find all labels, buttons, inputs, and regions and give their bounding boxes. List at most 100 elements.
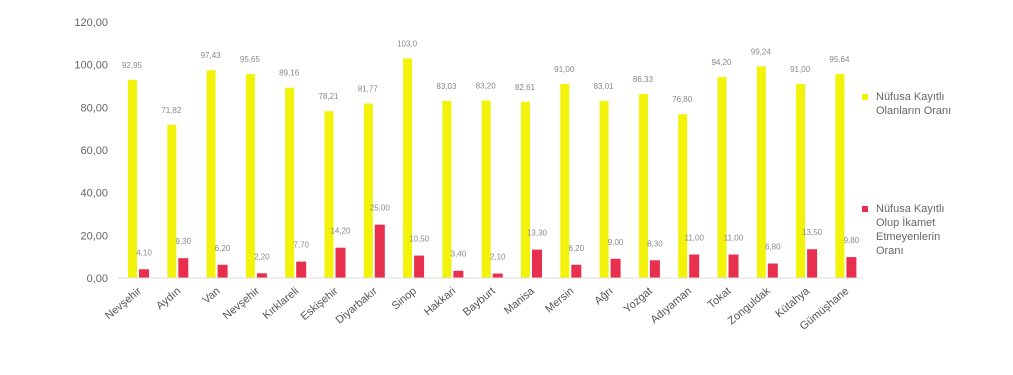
legend-swatch-2 bbox=[862, 206, 868, 212]
y-tick-label: 40,00 bbox=[80, 188, 108, 200]
legend: Nüfusa Kayıtlı Olanların Oranı Nüfusa Kayı… bbox=[862, 91, 951, 257]
data-label-series-1: 83,03 bbox=[436, 82, 457, 91]
data-label-series-2: 14,20 bbox=[330, 227, 351, 236]
bar-series-2 bbox=[414, 255, 425, 278]
y-tick-label: 80,00 bbox=[80, 102, 108, 114]
data-label-series-2: 13,30 bbox=[527, 229, 548, 238]
bar-series-1 bbox=[835, 74, 845, 278]
data-label-series-2: 2,20 bbox=[254, 252, 270, 261]
data-label-series-2: 9,80 bbox=[844, 236, 860, 245]
data-label-series-2: 9,00 bbox=[608, 238, 624, 247]
data-label-series-1: 99,24 bbox=[751, 47, 772, 56]
bar-series-2 bbox=[689, 254, 700, 278]
bar-series-2 bbox=[532, 249, 542, 278]
legend-label-2: Nüfusa Kayıtlı Olup İkamet Etmeyenlerin Ora… bbox=[876, 203, 944, 257]
bar-series-1 bbox=[403, 58, 413, 279]
data-label-series-1: 83,01 bbox=[594, 82, 615, 91]
bar-series-1 bbox=[717, 77, 727, 278]
x-category-label: Manisa bbox=[502, 285, 538, 318]
data-label-series-1: 89,16 bbox=[279, 69, 300, 78]
y-tick-label: 100,00 bbox=[74, 60, 108, 72]
bar-series-1 bbox=[363, 103, 373, 278]
bar-series-1 bbox=[638, 93, 648, 278]
bar-series-2 bbox=[335, 247, 346, 278]
bar-series-2 bbox=[807, 249, 818, 278]
x-category-label: Yozgat bbox=[622, 285, 655, 316]
legend-label-1: Nüfusa Kayıtlı Olanların Oranı bbox=[876, 91, 951, 117]
bar-series-2 bbox=[217, 264, 228, 278]
data-label-series-2: 6,20 bbox=[569, 244, 585, 253]
plot-area: 0,00 20,00 40,00 60,00 80,00 100,00 120,00 92,9… bbox=[74, 17, 862, 333]
data-label-series-2: 7,70 bbox=[293, 241, 309, 250]
data-label-series-2: 3,40 bbox=[451, 250, 467, 259]
y-tick-label: 20,00 bbox=[80, 230, 108, 242]
data-label-series-2: 25,00 bbox=[370, 204, 391, 213]
x-category-label: Aydın bbox=[154, 285, 183, 312]
data-label-series-2: 9,30 bbox=[176, 237, 192, 246]
data-label-series-1: 94,20 bbox=[711, 58, 732, 67]
data-label-series-1: 91,00 bbox=[554, 65, 575, 74]
bar-series-1 bbox=[206, 70, 216, 278]
bar-series-2 bbox=[767, 263, 778, 278]
bar-series-1 bbox=[796, 83, 806, 278]
bar-series-2 bbox=[139, 269, 149, 278]
data-label-series-2: 2,10 bbox=[490, 253, 506, 262]
x-category-label: Adıyaman bbox=[648, 285, 694, 326]
x-category-label: Nevşehir bbox=[221, 285, 262, 322]
y-tick-label: 60,00 bbox=[80, 145, 108, 157]
data-label-series-1: 91,00 bbox=[790, 65, 811, 74]
data-label-series-1: 81,77 bbox=[358, 84, 379, 93]
data-label-series-1: 71,82 bbox=[161, 106, 182, 115]
legend-swatch-1 bbox=[862, 94, 868, 100]
bar-series-1 bbox=[128, 79, 137, 279]
data-label-series-2: 4,10 bbox=[136, 248, 152, 257]
bar-series-2 bbox=[492, 273, 503, 278]
bar-series-2 bbox=[256, 273, 267, 278]
bar-series-1 bbox=[521, 101, 530, 278]
data-label-series-1: 76,80 bbox=[672, 95, 693, 104]
x-category-label: Mersin bbox=[543, 285, 576, 315]
data-label-series-1: 95,64 bbox=[829, 55, 850, 64]
data-label-series-1: 95,65 bbox=[240, 55, 261, 64]
data-label-series-1: 86,33 bbox=[633, 75, 654, 84]
x-category-label: Tokat bbox=[706, 285, 734, 311]
data-label-series-1: 83,20 bbox=[476, 82, 497, 91]
data-label-series-1: 92,95 bbox=[122, 61, 143, 70]
bar-series-2 bbox=[453, 270, 464, 278]
data-label-series-1: 97,43 bbox=[201, 51, 222, 60]
data-label-series-2: 6,80 bbox=[765, 242, 781, 251]
x-category-label: Diyarbakır bbox=[334, 285, 380, 327]
bar-series-2 bbox=[374, 224, 385, 278]
bar-series-2 bbox=[178, 258, 189, 278]
data-label-series-2: 8,30 bbox=[647, 239, 663, 248]
bar-series-1 bbox=[245, 74, 255, 278]
bar-series-2 bbox=[649, 260, 660, 278]
data-label-series-2: 13,50 bbox=[802, 228, 823, 237]
data-label-series-2: 11,00 bbox=[684, 234, 704, 243]
x-category-label: Nevşehir bbox=[103, 285, 144, 322]
x-category-label: Bayburt bbox=[461, 285, 498, 319]
data-label-series-2: 10,50 bbox=[409, 235, 430, 244]
bar-series-1 bbox=[442, 100, 452, 278]
data-label-series-2: 6,20 bbox=[215, 244, 231, 253]
data-label-series-1: 103,0 bbox=[397, 39, 418, 48]
x-category-label: Ağrı bbox=[592, 285, 615, 307]
bar-series-1 bbox=[285, 87, 295, 278]
x-category-label: Van bbox=[200, 285, 222, 306]
x-category-label: Hakkari bbox=[422, 285, 458, 318]
bar-series-2 bbox=[728, 254, 739, 278]
data-label-series-1: 78,21 bbox=[318, 92, 339, 101]
data-label-series-1: 82,61 bbox=[515, 83, 536, 92]
bar-series-1 bbox=[481, 100, 491, 278]
x-category-label: Sinop bbox=[390, 285, 419, 312]
y-tick-label: 120,00 bbox=[74, 17, 108, 29]
bar-series-1 bbox=[560, 83, 570, 278]
bar-series-2 bbox=[610, 258, 621, 278]
bar-series-1 bbox=[756, 66, 766, 278]
bar-series-2 bbox=[846, 257, 857, 278]
bar-series-2 bbox=[296, 261, 307, 278]
bar-series-1 bbox=[167, 124, 177, 279]
x-category-label: Kırklareli bbox=[261, 285, 301, 322]
